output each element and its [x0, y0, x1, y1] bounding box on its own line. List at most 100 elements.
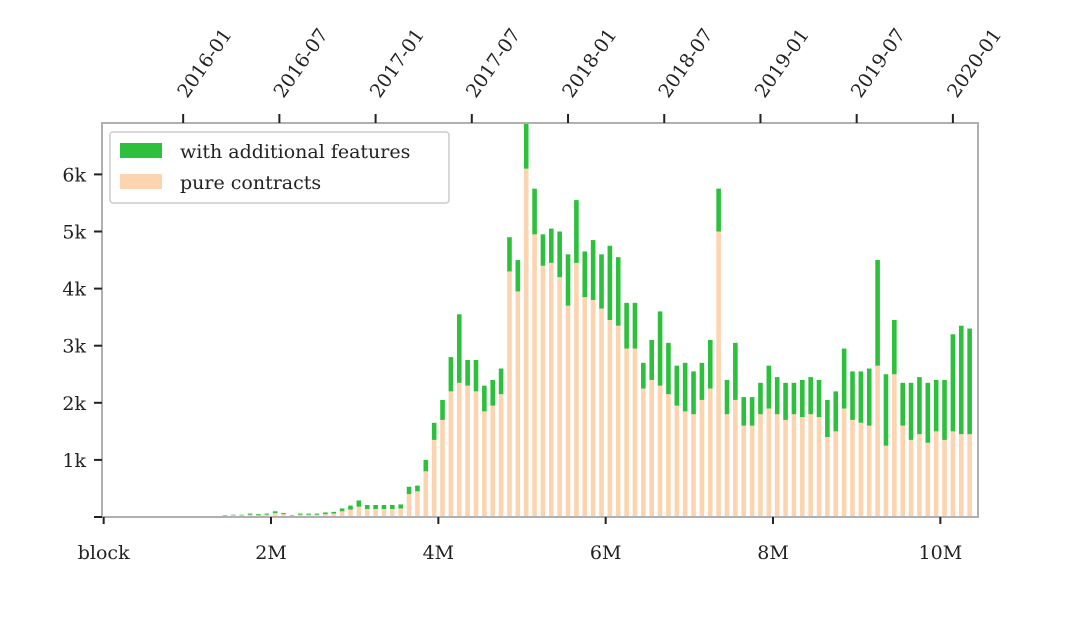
bar-additional-features [406, 486, 412, 495]
bar-pure-contracts [908, 439, 914, 517]
x-tick-label: 4M [423, 542, 455, 564]
top-tick-label: 2018-01 [558, 25, 621, 102]
bar-pure-contracts [825, 437, 830, 517]
bar-pure-contracts [808, 414, 813, 517]
bar-pure-contracts [540, 265, 546, 517]
bar-additional-features [356, 500, 362, 507]
bar-pure-contracts [850, 419, 855, 517]
bar-additional-features [590, 240, 596, 301]
bar-additional-features [548, 228, 554, 263]
bar-additional-features [733, 342, 738, 400]
bar-additional-features [515, 260, 521, 292]
bar-additional-features [791, 382, 797, 415]
bar-pure-contracts [456, 382, 462, 517]
top-tick-label: 2017-07 [462, 25, 525, 102]
top-tick-label: 2020-01 [943, 25, 1006, 102]
bar-pure-contracts [716, 231, 721, 518]
bar-pure-contracts [942, 439, 947, 517]
bar-additional-features [398, 504, 403, 509]
bar-additional-features [783, 382, 788, 420]
top-tick-label: 2017-01 [366, 25, 429, 102]
bar-additional-features [297, 513, 303, 515]
bar-pure-contracts [649, 379, 654, 517]
bar-additional-features [883, 374, 889, 446]
legend-label-pure: pure contracts [180, 172, 321, 194]
bar-pure-contracts [900, 425, 905, 517]
bar-pure-contracts [707, 388, 713, 517]
bar-additional-features [289, 515, 295, 516]
bar-additional-features [557, 231, 562, 278]
x-tick-label: block [78, 542, 130, 564]
bar-pure-contracts [866, 425, 872, 517]
bar-additional-features [331, 511, 337, 514]
x-tick-label: 2M [255, 542, 287, 564]
bar-additional-features [423, 459, 429, 472]
top-tick-label: 2019-01 [751, 25, 814, 102]
bar-additional-features [281, 513, 286, 515]
bar-pure-contracts [532, 234, 537, 517]
bar-additional-features [339, 508, 345, 512]
bar-pure-contracts [666, 394, 671, 517]
bar-pure-contracts [724, 414, 730, 517]
bar-pure-contracts [799, 417, 805, 517]
y-tick-label: 1k [62, 450, 86, 472]
bar-additional-features [456, 314, 462, 383]
bar-additional-features [933, 379, 939, 432]
y-tick-label: 6k [62, 164, 86, 186]
bar-pure-contracts [917, 434, 922, 517]
bar-pure-contracts [440, 419, 445, 517]
bar-pure-contracts [565, 305, 571, 517]
bar-pure-contracts [473, 391, 479, 517]
bar-pure-contracts [381, 509, 387, 517]
bar-additional-features [758, 382, 763, 415]
bar-pure-contracts [599, 308, 604, 517]
bar-additional-features [482, 385, 487, 412]
bar-pure-contracts [841, 408, 847, 517]
bar-pure-contracts [523, 168, 529, 517]
bar-additional-features [858, 371, 864, 423]
bar-pure-contracts [465, 385, 470, 517]
bar-pure-contracts [833, 431, 839, 517]
bar-additional-features [682, 362, 688, 412]
bar-additional-features [381, 505, 387, 510]
bar-pure-contracts [925, 442, 931, 517]
bar-additional-features [314, 513, 320, 515]
bar-layer [222, 123, 972, 518]
y-tick-label: 4k [62, 279, 86, 301]
bar-additional-features [247, 513, 253, 515]
bar-pure-contracts [498, 394, 504, 517]
bar-additional-features [674, 365, 680, 406]
bar-pure-contracts [373, 509, 378, 517]
top-tick-label: 2016-01 [173, 25, 236, 102]
bar-additional-features [958, 325, 964, 435]
bar-additional-features [641, 362, 646, 389]
bar-pure-contracts [766, 408, 772, 517]
bar-pure-contracts [682, 411, 688, 517]
bar-additional-features [707, 339, 713, 389]
bar-pure-contracts [515, 291, 521, 517]
bar-additional-features [574, 200, 579, 263]
bar-additional-features [908, 382, 914, 440]
bar-pure-contracts [356, 506, 362, 517]
top-tick-label: 2019-07 [847, 25, 910, 102]
bar-pure-contracts [398, 508, 403, 517]
bar-pure-contracts [406, 494, 412, 517]
bar-additional-features [498, 368, 504, 395]
bar-additional-features [624, 302, 629, 349]
bar-additional-features [699, 362, 705, 400]
legend-swatch-pure [120, 174, 162, 189]
bar-pure-contracts [624, 348, 629, 517]
bar-pure-contracts [632, 348, 638, 517]
bar-pure-contracts [415, 491, 420, 517]
plot-frame [101, 122, 979, 518]
bar-pure-contracts [699, 399, 705, 517]
bar-additional-features [415, 485, 420, 492]
bar-pure-contracts [364, 509, 370, 517]
bar-additional-features [540, 234, 546, 266]
bar-pure-contracts [858, 422, 864, 517]
x-axis: block 2M 4M 6M 8M 10M [78, 517, 962, 564]
x-tick-label: 10M [919, 542, 963, 564]
bar-pure-contracts [264, 514, 270, 517]
bar-additional-features [774, 377, 780, 415]
